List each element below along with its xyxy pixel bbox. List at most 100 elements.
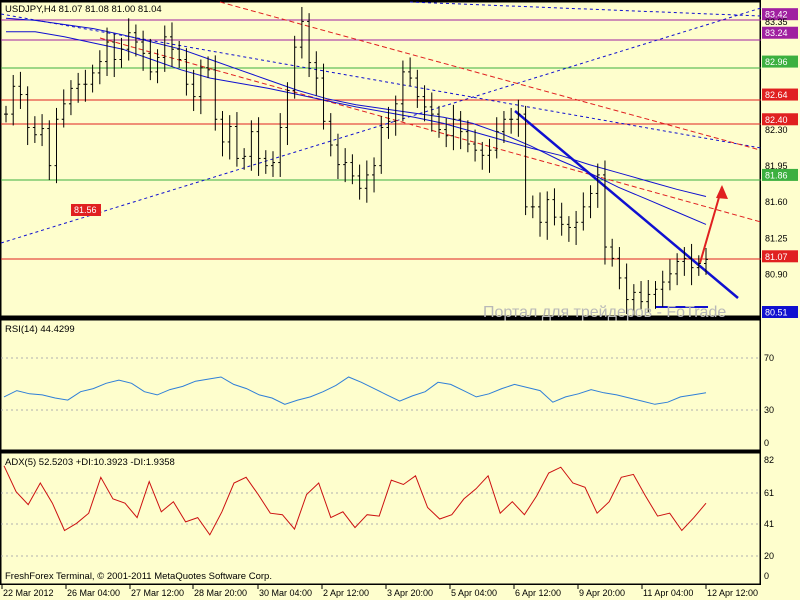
price-axis-label: 82.64: [765, 90, 788, 100]
price-axis-label: 81.95: [765, 161, 788, 171]
price-bar: [552, 188, 557, 226]
price-bar: [631, 284, 636, 318]
price-tag-bg: [762, 88, 798, 101]
price-bar: [4, 105, 8, 123]
price-bar: [126, 18, 131, 61]
price-bar: [184, 48, 189, 96]
price-bar: [422, 85, 427, 122]
price-bar: [119, 37, 124, 68]
price-bar: [400, 60, 405, 122]
price-bar: [357, 164, 362, 200]
price-bar: [501, 111, 506, 143]
price-axis-label: 81.60: [765, 197, 788, 207]
level-marker-box: [71, 204, 101, 216]
rsi-title: RSI(14) 44.4299: [5, 324, 75, 335]
price-bar: [220, 111, 225, 157]
rsi-label-70: 70: [764, 353, 774, 363]
price-bar: [97, 50, 102, 85]
price-bar: [538, 192, 543, 237]
price-bar: [364, 160, 369, 203]
price-bar: [559, 202, 564, 236]
price-axis-label: 82.30: [765, 125, 788, 135]
price-panel: [0, 1, 761, 317]
price-bar: [271, 151, 276, 177]
price-bar: [169, 22, 174, 67]
price-bar: [372, 157, 377, 193]
price-axis-label: 80.51: [765, 308, 788, 318]
price-bar: [227, 115, 232, 160]
price-bar: [133, 24, 138, 57]
price-bar: [379, 116, 384, 174]
price-bar: [595, 163, 600, 208]
price-bar: [473, 129, 478, 162]
time-axis-label: 27 Mar 12:00: [131, 588, 184, 598]
price-bar: [155, 49, 160, 84]
price-bar: [328, 113, 333, 157]
price-bar: [480, 141, 485, 170]
chart-title: USDJPY,H4 81.07 81.08 81.00 81.04: [5, 4, 162, 15]
adx-label-61: 61: [764, 488, 774, 498]
price-tag-bg: [762, 8, 798, 21]
price-bar: [660, 270, 665, 307]
price-axis-label: 83.24: [765, 28, 788, 38]
price-bar: [415, 69, 420, 108]
price-bar: [574, 210, 579, 245]
price-bar: [444, 118, 449, 148]
moving-average-2: [5, 17, 707, 225]
price-bar: [40, 114, 45, 147]
price-axis-label: 81.86: [765, 170, 788, 180]
price-bar: [335, 133, 340, 180]
price-bar: [682, 247, 687, 276]
price-bar: [458, 111, 463, 150]
price-bar: [321, 63, 326, 130]
price-bar: [112, 33, 117, 78]
price-bar: [639, 281, 644, 310]
footer-copyright: FreshForex Terminal, © 2001-2011 MetaQuo…: [5, 571, 272, 582]
price-tag-bg: [762, 26, 798, 39]
price-bar: [263, 150, 268, 174]
price-bar: [249, 120, 254, 171]
price-bar: [54, 107, 59, 184]
time-axis-label: 28 Mar 20:00: [194, 588, 247, 598]
price-bar: [25, 86, 30, 146]
time-axis-label: 5 Apr 04:00: [451, 588, 497, 598]
adx-panel: [0, 452, 761, 585]
price-bar: [516, 99, 521, 137]
watermark: Портал для трейдеров - FoTrade: [483, 304, 726, 321]
price-bar: [624, 263, 629, 314]
level-marker-text: 81.56: [74, 205, 97, 215]
time-axis-label: 30 Mar 04:00: [259, 588, 312, 598]
price-bar: [292, 35, 297, 99]
price-bar: [314, 51, 319, 96]
price-bar: [689, 243, 694, 286]
price-bar: [588, 185, 593, 219]
adx-label-20: 20: [764, 551, 774, 561]
time-axis-label: 26 Mar 04:00: [67, 588, 120, 598]
adx-label-0: 0: [764, 571, 769, 581]
price-bar: [61, 89, 66, 128]
price-axis-label: 83.35: [765, 17, 788, 27]
dotted-trend-blue-top: [409, 1, 762, 17]
price-bar: [162, 25, 167, 72]
price-axis-label: 81.07: [765, 252, 788, 262]
trend-line-down: [514, 110, 739, 299]
time-axis-label: 2 Apr 12:00: [323, 588, 369, 598]
price-bar: [213, 55, 218, 131]
adx-label-82: 82: [764, 455, 774, 465]
price-bar: [451, 104, 456, 151]
price-axis-label: 83.42: [765, 10, 788, 20]
time-axis-label: 12 Apr 12:00: [707, 588, 758, 598]
price-bar: [83, 69, 88, 102]
price-bar: [141, 30, 146, 71]
adx-label-41: 41: [764, 519, 774, 529]
price-bar: [148, 38, 153, 81]
price-bar: [32, 116, 37, 143]
price-bar: [343, 148, 348, 183]
price-bar: [487, 138, 492, 173]
price-bar: [545, 191, 550, 240]
dotted-trend-red-top: [219, 1, 761, 151]
adx-title: ADX(5) 52.5203 +DI:10.3923 -DI:1.9358: [5, 457, 175, 468]
time-axis-label: 11 Apr 04:00: [643, 588, 693, 598]
price-bar: [68, 80, 73, 116]
